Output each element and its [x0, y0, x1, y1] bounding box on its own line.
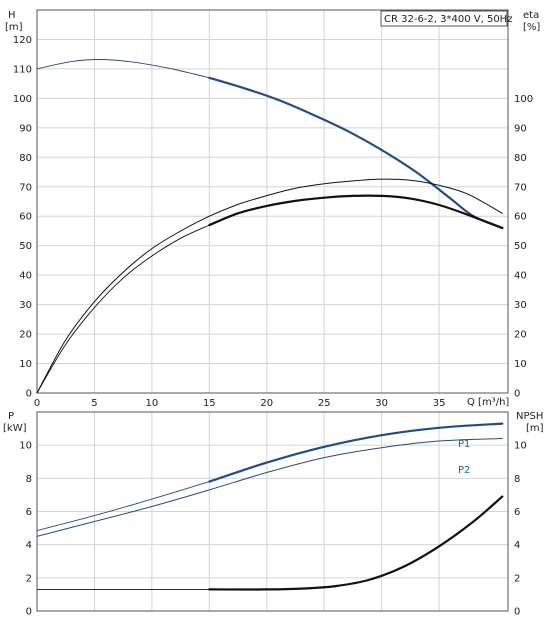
- series-label-p2: P2: [458, 465, 470, 476]
- top-right-tick-label: 50: [514, 241, 527, 252]
- bottom-series-2-line: [208, 495, 504, 591]
- bottom-right-tick-label: 4: [514, 540, 520, 551]
- top-grid: [37, 10, 508, 393]
- x-tick-labels: 0 5 10 15 20 25 30 35: [34, 398, 446, 409]
- top-right-tick-label: 100: [514, 94, 533, 105]
- top-left-tick-label: 0: [26, 389, 32, 400]
- top-right-tick-label: 10: [514, 359, 527, 370]
- left-axis-label-h: H: [8, 10, 16, 21]
- bottom-right-tick-label: 0: [514, 607, 520, 618]
- top-series-0-line: [208, 76, 504, 230]
- bottom-left-tick-label: 10: [19, 441, 32, 452]
- chart-title: CR 32-6-2, 3*400 V, 50Hz: [384, 14, 512, 25]
- chart-title-box: [380, 10, 508, 27]
- top-right-tick-label: 20: [514, 330, 527, 341]
- bottom-right-tick-label: 10: [514, 441, 527, 452]
- top-left-tick-label: 110: [13, 64, 32, 75]
- right-axis-label-eta: eta: [523, 10, 539, 21]
- x-tick-label: 35: [433, 398, 446, 409]
- bottom-series-1-line: [36, 438, 503, 537]
- bottom-left-tick-label: 0: [26, 607, 32, 618]
- top-left-tick-label: 60: [19, 212, 32, 223]
- top-plot-frame: [36, 9, 509, 394]
- x-tick-label: 25: [318, 398, 331, 409]
- x-tick-label: 5: [91, 398, 97, 409]
- bottom-left-tick-label: 4: [26, 540, 32, 551]
- right-axis-label-npsh: NPSH: [516, 411, 543, 422]
- top-left-tick-label: 40: [19, 271, 32, 282]
- bottom-right-tick-label: 8: [514, 474, 520, 485]
- x-tick-label: 0: [34, 398, 40, 409]
- x-tick-label: 15: [203, 398, 216, 409]
- bottom-series-0-extension-line: [36, 481, 210, 532]
- x-tick-label: 10: [146, 398, 159, 409]
- top-right-tick-label: 70: [514, 182, 527, 193]
- top-left-tick-label: 80: [19, 153, 32, 164]
- top-right-tick-label: 90: [514, 123, 527, 134]
- bottom-series-0-line: [208, 422, 504, 483]
- top-left-tick-label: 30: [19, 300, 32, 311]
- left-axis-unit-kw: [kW]: [3, 423, 27, 434]
- top-right-tick-label: 0: [514, 389, 520, 400]
- top-left-tick-label: 20: [19, 330, 32, 341]
- top-left-tick-label: 70: [19, 182, 32, 193]
- top-right-tick-label: 30: [514, 300, 527, 311]
- top-left-tick-label: 120: [13, 35, 32, 46]
- power-npsh-panel: 0 2 4 6 8 10 0 2 4 6 8 10 P [kW] NPSH [m] P1 P2: [3, 411, 544, 618]
- bottom-right-tick-label: 2: [514, 573, 520, 584]
- bottom-left-tick-label: 2: [26, 573, 32, 584]
- top-series: [36, 59, 504, 394]
- left-axis-label-p: P: [8, 411, 14, 422]
- bottom-left-tick-label: 6: [26, 507, 32, 518]
- x-tick-label: 30: [375, 398, 388, 409]
- top-series-1-line: [36, 178, 503, 394]
- x-tick-label: 20: [260, 398, 273, 409]
- top-right-tick-labels: 0 10 20 30 40 50 60 70 80 90 100: [514, 94, 533, 400]
- top-right-tick-label: 40: [514, 271, 527, 282]
- top-left-tick-label: 90: [19, 123, 32, 134]
- bottom-series: [36, 422, 504, 591]
- bottom-grid: [37, 412, 508, 611]
- top-right-tick-label: 80: [514, 153, 527, 164]
- bottom-right-tick-labels: 0 2 4 6 8 10: [514, 441, 527, 618]
- bottom-plot-frame: [36, 411, 509, 612]
- top-left-tick-label: 50: [19, 241, 32, 252]
- x-axis-label: Q [m³/h]: [467, 397, 509, 408]
- right-axis-unit-percent: [%]: [523, 22, 540, 33]
- top-series-2-extension-line: [36, 224, 210, 394]
- right-axis-unit-m: [m]: [526, 423, 544, 434]
- top-series-0-extension-line: [36, 59, 210, 79]
- top-left-tick-labels: 0 10 20 30 40 50 60 70 80 90 100 110 120: [13, 35, 32, 400]
- series-label-p1: P1: [458, 439, 470, 450]
- top-left-tick-label: 100: [13, 94, 32, 105]
- bottom-left-tick-labels: 0 2 4 6 8 10: [19, 441, 32, 618]
- top-series-2-line: [208, 194, 504, 230]
- bottom-right-tick-label: 6: [514, 507, 520, 518]
- left-axis-unit-m: [m]: [5, 22, 23, 33]
- top-right-tick-label: 60: [514, 212, 527, 223]
- top-left-tick-label: 10: [19, 359, 32, 370]
- bottom-left-tick-label: 8: [26, 474, 32, 485]
